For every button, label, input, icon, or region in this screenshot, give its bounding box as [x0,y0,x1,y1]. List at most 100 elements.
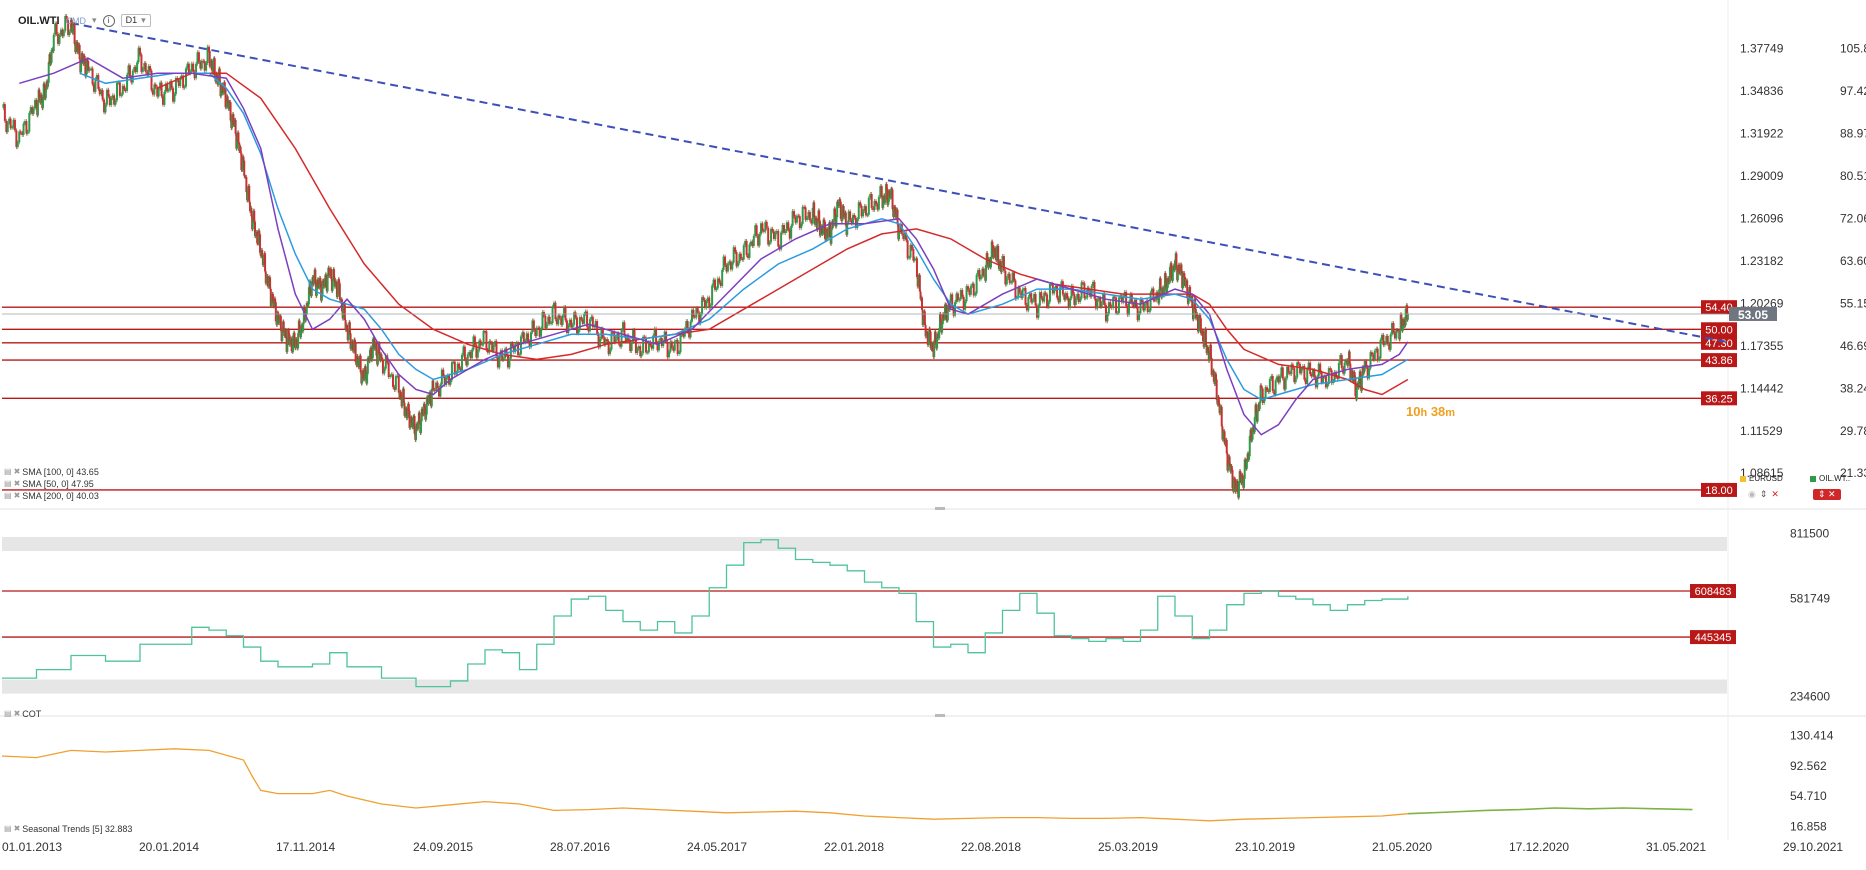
candle-body [473,336,476,345]
candle-body [735,252,738,267]
timeframe-select[interactable]: D1 ▾ [120,14,151,27]
candle-body [288,334,291,345]
x-tick-label: 28.07.2016 [550,840,610,854]
candle-body [757,235,760,246]
candle-body [31,107,34,114]
symbol-label[interactable]: OIL.WTI [18,14,60,27]
candle-body [219,82,222,97]
candle-body [1372,354,1375,360]
cot-y-tick: 811500 [1790,527,1829,541]
candle-body [147,66,150,76]
indicator-row-sma100[interactable]: ▤ ✖ SMA [100, 0] 43.65 [4,466,99,478]
candle-body [226,96,229,102]
indicator-label: SMA [50, 0] 47.95 [22,479,94,489]
candle-body [113,95,116,105]
candle-body [606,339,609,342]
candle-body [1382,334,1385,346]
candle-body [1069,298,1072,308]
candle-body [1248,436,1251,457]
candle-body [747,255,750,258]
candle-body [962,296,965,310]
candle-body [331,281,334,291]
close-icon[interactable]: ✖ [13,491,21,500]
candle-body [229,102,232,121]
settings-icon[interactable]: ▤ [4,709,12,718]
settings-icon[interactable]: ▤ [4,491,12,500]
candle-body [1312,369,1314,377]
eye-icon[interactable]: ◉ [1748,489,1756,499]
candle-body [949,294,952,301]
symbol-dropdown-chevron-icon[interactable]: ▾ [92,15,97,25]
candle-body [839,201,842,219]
candle-body [59,29,62,35]
candle-body [785,222,788,231]
candle-body [1278,375,1281,383]
candle-body [938,328,941,339]
candle-body [323,278,326,287]
candle-body [798,216,801,229]
settings-icon[interactable]: ▤ [4,824,12,833]
candle-body [58,34,61,44]
candle-body [159,82,162,89]
candle-body [842,206,845,218]
candle-body [209,64,212,67]
candle-body [1379,339,1382,359]
indicator-row-sma200[interactable]: ▤ ✖ SMA [200, 0] 40.03 [4,490,99,502]
candle-body [1270,375,1273,379]
candle-body [682,331,685,337]
candle-body [1096,299,1099,309]
candle-body [1401,318,1404,331]
legend-oil[interactable]: OIL.WT.. [1810,474,1850,483]
indicator-row-seasonal[interactable]: ▤ ✖ Seasonal Trends [5] 32.883 [4,823,132,835]
candle-body [404,410,407,416]
candle-body [1300,368,1303,374]
candle-body [1261,388,1264,404]
candle-body [371,357,374,361]
candle-body [461,354,463,371]
indicator-row-cot[interactable]: ▤ ✖ COT [4,708,41,720]
candle-body [423,403,426,407]
candle-body [1267,390,1270,393]
close-icon[interactable]: ✖ [13,479,21,488]
candle-body [762,230,765,232]
candle-body [107,89,110,97]
remove-instrument-button[interactable]: ⇕ ✕ [1813,489,1841,500]
cot-line [2,539,1409,688]
settings-icon[interactable]: ▤ [4,479,12,488]
close-icon[interactable]: ✖ [13,824,21,833]
close-icon[interactable]: ✖ [13,709,21,718]
indicator-label: SMA [200, 0] 40.03 [22,491,99,501]
legend-swatch [1810,475,1816,482]
info-icon[interactable]: i [102,14,115,27]
candle-body [1199,318,1202,334]
candle-body [1283,378,1286,390]
close-icon[interactable]: ✕ [1771,489,1779,499]
settings-icon[interactable]: ▤ [4,467,12,476]
candle-body [50,49,53,63]
candle-body [26,131,29,134]
candle-body [875,200,877,205]
legend-eurusd[interactable]: EURUSD [1740,474,1783,483]
indicator-row-sma50[interactable]: ▤ ✖ SMA [50, 0] 47.95 [4,478,99,490]
close-icon[interactable]: ✖ [13,467,21,476]
candle-body [68,31,71,36]
candle-body [751,241,754,247]
candle-body [285,337,288,352]
candle-body [1170,263,1173,278]
candle-body [795,215,798,223]
candle-body [967,286,969,290]
reorder-icon[interactable]: ⇕ [1759,489,1768,499]
candle-body [410,417,413,423]
candle-body [555,319,558,325]
y-tick-right: 105.88 [1840,42,1866,56]
candle-body [703,299,706,308]
candle-body [1027,296,1030,311]
candle-body [705,301,708,308]
legend-controls: ◉ ⇕ ✕ [1748,489,1779,500]
candle-body [1294,377,1297,383]
candle-body [1000,263,1003,273]
candle-body [1281,367,1284,379]
candle-body [745,240,748,256]
candle-body [1280,367,1283,376]
candle-body [1020,292,1023,298]
